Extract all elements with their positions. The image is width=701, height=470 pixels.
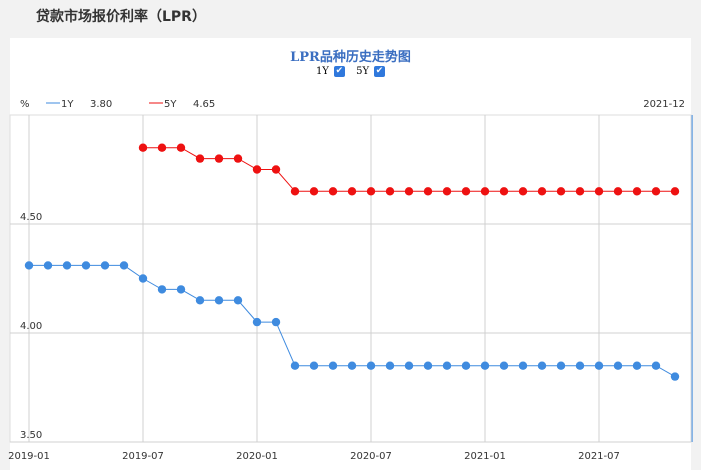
series-1y-point[interactable] — [461, 361, 471, 370]
x-tick-label: 2019-01 — [8, 451, 50, 462]
series-5y-point[interactable] — [309, 187, 319, 196]
grid — [9, 114, 692, 443]
series-5y-point[interactable] — [480, 187, 490, 196]
series-5y-point[interactable] — [499, 187, 509, 196]
series-1y-point[interactable] — [62, 261, 72, 270]
series-5y-point[interactable] — [157, 143, 167, 152]
series-layer — [24, 143, 680, 381]
series-5y-point[interactable] — [328, 187, 338, 196]
series-5y-point[interactable] — [632, 187, 642, 196]
series-5y-point[interactable] — [138, 143, 148, 152]
series-1y-point[interactable] — [328, 361, 338, 370]
series-5y-point[interactable] — [214, 154, 224, 163]
series-1y-point[interactable] — [423, 361, 433, 370]
series-1y-point[interactable] — [651, 361, 661, 370]
x-axis: 2019-01 2019-07 2020-01 2020-07 2021-01 2021-… — [8, 451, 620, 462]
series-5y-point[interactable] — [271, 165, 281, 174]
series-1y-point[interactable] — [309, 361, 319, 370]
series-1y-point[interactable] — [119, 261, 129, 270]
x-tick-label: 2020-07 — [350, 451, 392, 462]
series-1y-point[interactable] — [613, 361, 623, 370]
series-5y-point[interactable] — [461, 187, 471, 196]
series-1y-point[interactable] — [632, 361, 642, 370]
series-5y-point[interactable] — [575, 187, 585, 196]
series-1y-point[interactable] — [100, 261, 110, 270]
series-5y-point[interactable] — [404, 187, 414, 196]
series-5y-point[interactable] — [347, 187, 357, 196]
y-tick-label: 3.50 — [20, 430, 42, 441]
y-axis: 3.50 4.00 4.50 — [20, 212, 42, 441]
x-tick-label: 2021-07 — [578, 451, 620, 462]
series-1y-point[interactable] — [385, 361, 395, 370]
toggle-1y-checkbox-icon[interactable]: ✔ — [333, 66, 345, 77]
series-1y-point[interactable] — [290, 361, 300, 370]
series-5y-point[interactable] — [613, 187, 623, 196]
series-1y-point[interactable] — [442, 361, 452, 370]
legend-5y[interactable]: 5Y 4.65 — [149, 99, 215, 110]
series-1y-point[interactable] — [271, 317, 281, 327]
toggle-1y[interactable]: 1Y ✔ — [316, 66, 345, 77]
series-1y-point[interactable] — [594, 361, 604, 370]
series-1y-point[interactable] — [233, 296, 243, 305]
series-toggles: 1Y ✔ 5Y ✔ — [10, 66, 691, 77]
legend-1y-value: 3.80 — [90, 99, 112, 110]
toggle-5y[interactable]: 5Y ✔ — [356, 66, 386, 77]
legend-1y[interactable]: 1Y 3.80 — [46, 99, 112, 110]
series-1y-point[interactable] — [480, 361, 490, 370]
x-tick-label: 2019-07 — [122, 451, 164, 462]
series-5y-point[interactable] — [556, 187, 566, 196]
y-tick-label: 4.00 — [20, 321, 42, 332]
series-5y-point[interactable] — [290, 187, 300, 196]
series-1y-point[interactable] — [214, 296, 224, 305]
toggle-5y-label: 5Y — [356, 66, 370, 77]
series-1y-point[interactable] — [556, 361, 566, 370]
series-1y-point[interactable] — [195, 296, 205, 305]
series-5y-point[interactable] — [423, 187, 433, 196]
series-5y-point[interactable] — [252, 165, 262, 174]
series-5y-point[interactable] — [537, 187, 547, 196]
series-5y-point[interactable] — [594, 187, 604, 196]
x-tick-label: 2021-01 — [464, 451, 506, 462]
x-tick-label: 2020-01 — [236, 451, 278, 462]
series-1y-point[interactable] — [176, 285, 186, 294]
chart-title: LPR品种历史走势图 — [290, 50, 411, 65]
series-5y-point[interactable] — [233, 154, 243, 163]
series-1y-point[interactable] — [575, 361, 585, 370]
series-5y-point[interactable] — [195, 154, 205, 163]
series-1y-point[interactable] — [347, 361, 357, 370]
toggle-5y-checkbox-icon[interactable]: ✔ — [374, 66, 386, 77]
series-1y-point[interactable] — [81, 261, 91, 270]
y-tick-label: 4.50 — [20, 212, 42, 223]
toggle-1y-label: 1Y — [315, 66, 329, 77]
series-5y-point[interactable] — [385, 187, 395, 196]
cursor-date-label: 2021-12 — [643, 99, 685, 110]
series-1y-point[interactable] — [670, 372, 680, 381]
series-1y-point[interactable] — [43, 261, 53, 270]
series-1y-point[interactable] — [24, 261, 34, 270]
legend-1y-name: 1Y — [61, 99, 74, 110]
series-1y-point[interactable] — [499, 361, 509, 370]
legend-5y-name: 5Y — [164, 99, 177, 110]
legend-5y-value: 4.65 — [193, 99, 215, 110]
series-5y-point[interactable] — [518, 187, 528, 196]
series-5y-point[interactable] — [442, 187, 452, 196]
series-1y-point[interactable] — [404, 361, 414, 370]
series-1y-point[interactable] — [366, 361, 376, 370]
y-axis-unit: % — [20, 99, 30, 110]
series-1y-point[interactable] — [537, 361, 547, 370]
series-1y-point[interactable] — [518, 361, 528, 370]
plot-area — [9, 114, 692, 443]
page-title: 贷款市场报价利率（LPR） — [36, 9, 206, 25]
series-1y-point[interactable] — [138, 274, 148, 283]
series-1y-point[interactable] — [252, 317, 262, 327]
series-1y-point[interactable] — [157, 285, 167, 294]
series-5y-point[interactable] — [176, 143, 186, 152]
series-5y-point[interactable] — [670, 187, 680, 196]
series-5y-point[interactable] — [366, 187, 376, 196]
series-5y-point[interactable] — [651, 187, 661, 196]
